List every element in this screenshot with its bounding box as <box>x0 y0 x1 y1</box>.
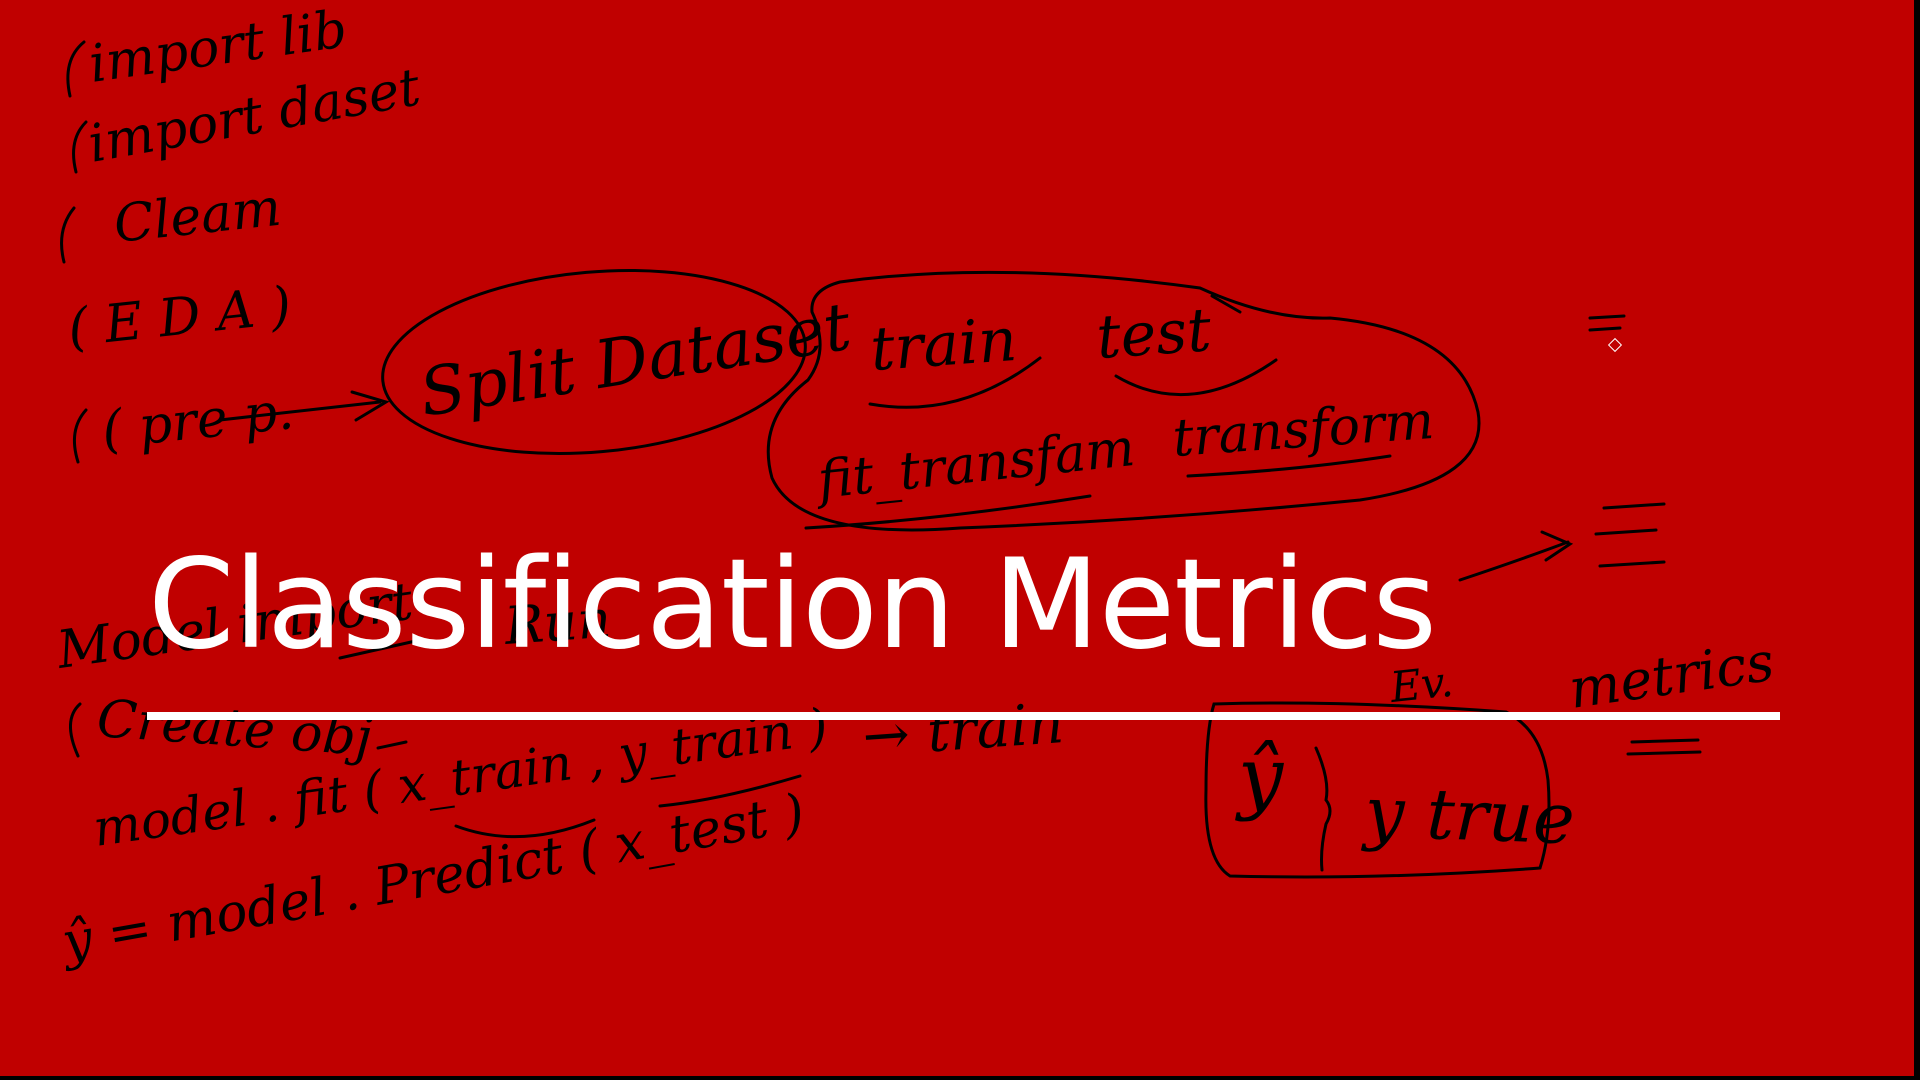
arrow-head <box>350 390 390 422</box>
bracket-stroke <box>72 120 88 174</box>
split-dataset-ellipse <box>381 268 807 456</box>
dash-stroke <box>1588 326 1622 332</box>
bracket-stroke <box>66 40 86 98</box>
arrow-line <box>218 400 382 422</box>
dash-stroke <box>1588 314 1626 320</box>
arrow-line <box>1458 540 1570 582</box>
note-ev: Ev. <box>1387 657 1456 712</box>
note-clean: Cleam <box>111 178 284 255</box>
train-test-blob <box>766 270 1481 532</box>
note-y-hat: ŷ <box>1235 730 1285 823</box>
equals-stroke <box>1598 560 1666 568</box>
underline-stroke <box>868 356 1042 409</box>
title-underline <box>147 712 1780 720</box>
bracket-stroke <box>69 702 82 758</box>
note-create-obj: Create obj <box>95 689 374 768</box>
note-y-true: y true <box>1360 771 1576 860</box>
underline-stroke <box>1186 454 1392 478</box>
equals-stroke <box>1594 528 1658 536</box>
underline-stroke <box>454 818 596 839</box>
bracket-stroke <box>60 206 76 264</box>
note-train: train <box>868 305 1019 385</box>
equals-stroke <box>1602 502 1666 510</box>
slide-title: Classification Metrics <box>148 533 1437 677</box>
note-transform: transform <box>1171 391 1436 469</box>
note-run: Run <box>502 590 613 657</box>
arrow-line <box>338 638 422 660</box>
prediction-comparison-box <box>1204 701 1551 879</box>
underline-stroke <box>376 740 408 750</box>
tick-stroke <box>1210 294 1242 314</box>
underline-stroke <box>1114 358 1278 397</box>
note-arrow-train: → train <box>860 691 1065 770</box>
underline-stroke <box>804 494 1092 530</box>
brace-stroke <box>1314 746 1332 872</box>
note-split-dataset: Split Dataset <box>414 288 856 432</box>
note-prep: ( pre p. <box>99 381 296 461</box>
equals-stroke <box>1626 750 1702 756</box>
bracket-stroke <box>72 408 88 464</box>
arrow-head <box>1540 530 1574 562</box>
note-eda: ( E D A ) <box>65 276 294 359</box>
underline-stroke <box>658 774 802 808</box>
equals-stroke <box>1630 738 1700 744</box>
note-metrics: metrics <box>1565 630 1778 721</box>
note-test: test <box>1094 295 1214 373</box>
